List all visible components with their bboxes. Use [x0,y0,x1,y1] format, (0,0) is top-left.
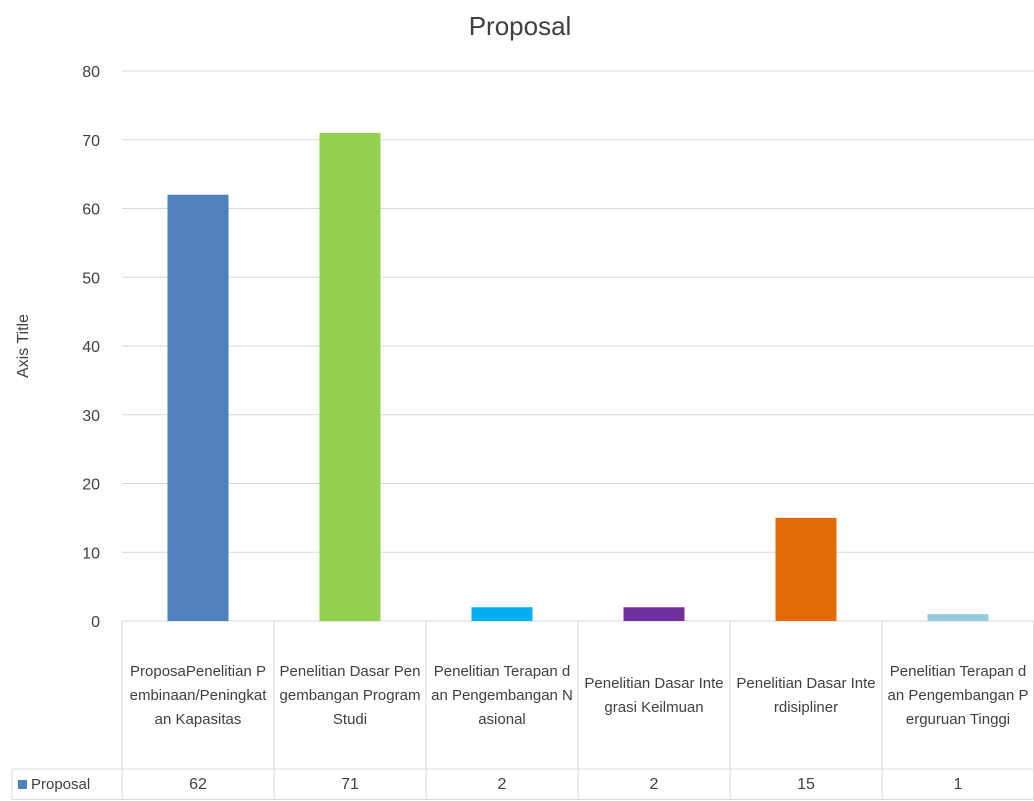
category-label: Penelitian Dasar Pengembangan Program St… [279,663,421,728]
category-label: Penelitian Dasar Interdisipliner [736,675,876,716]
bar [927,614,989,621]
y-tick-label: 30 [82,408,100,425]
bar [319,132,381,621]
bar [167,194,229,621]
legend: Proposal [18,772,90,796]
category-label: Penelitian Terapan dan Pengembangan Nasi… [431,663,573,728]
y-tick-label: 70 [82,133,100,150]
bar [775,517,837,621]
y-tick-label: 60 [82,202,100,219]
category-label: Penelitian Dasar Integrasi Keilmuan [584,675,724,716]
y-tick-label: 50 [82,270,100,287]
y-axis-title: Axis Title [15,314,32,378]
gridlines [122,70,1034,622]
y-tick-label: 10 [82,545,100,562]
data-table-value: 62 [189,775,207,793]
legend-label: Proposal [31,775,91,793]
y-tick-label: 0 [91,614,100,631]
data-table-value: 1 [953,775,963,793]
bar [623,607,685,621]
data-table-value: 2 [649,775,659,793]
bars [167,132,989,621]
chart-title: Proposal [469,11,572,41]
y-tick-label: 20 [82,477,100,494]
y-tick-label: 80 [82,64,100,81]
y-tick-label: 40 [82,339,100,356]
legend-swatch [18,779,27,789]
bar [471,607,533,621]
category-label: ProposaPenelitian Pembinaan/Peningkatan … [129,663,267,728]
data-table-value: 15 [797,775,815,793]
data-table-value: 2 [497,775,507,793]
y-tick-labels: 0 10 20 30 40 50 60 70 80 [82,64,100,631]
category-label: Penelitian Terapan dan Pengembangan Perg… [887,663,1029,728]
data-table-value: 71 [341,775,359,793]
